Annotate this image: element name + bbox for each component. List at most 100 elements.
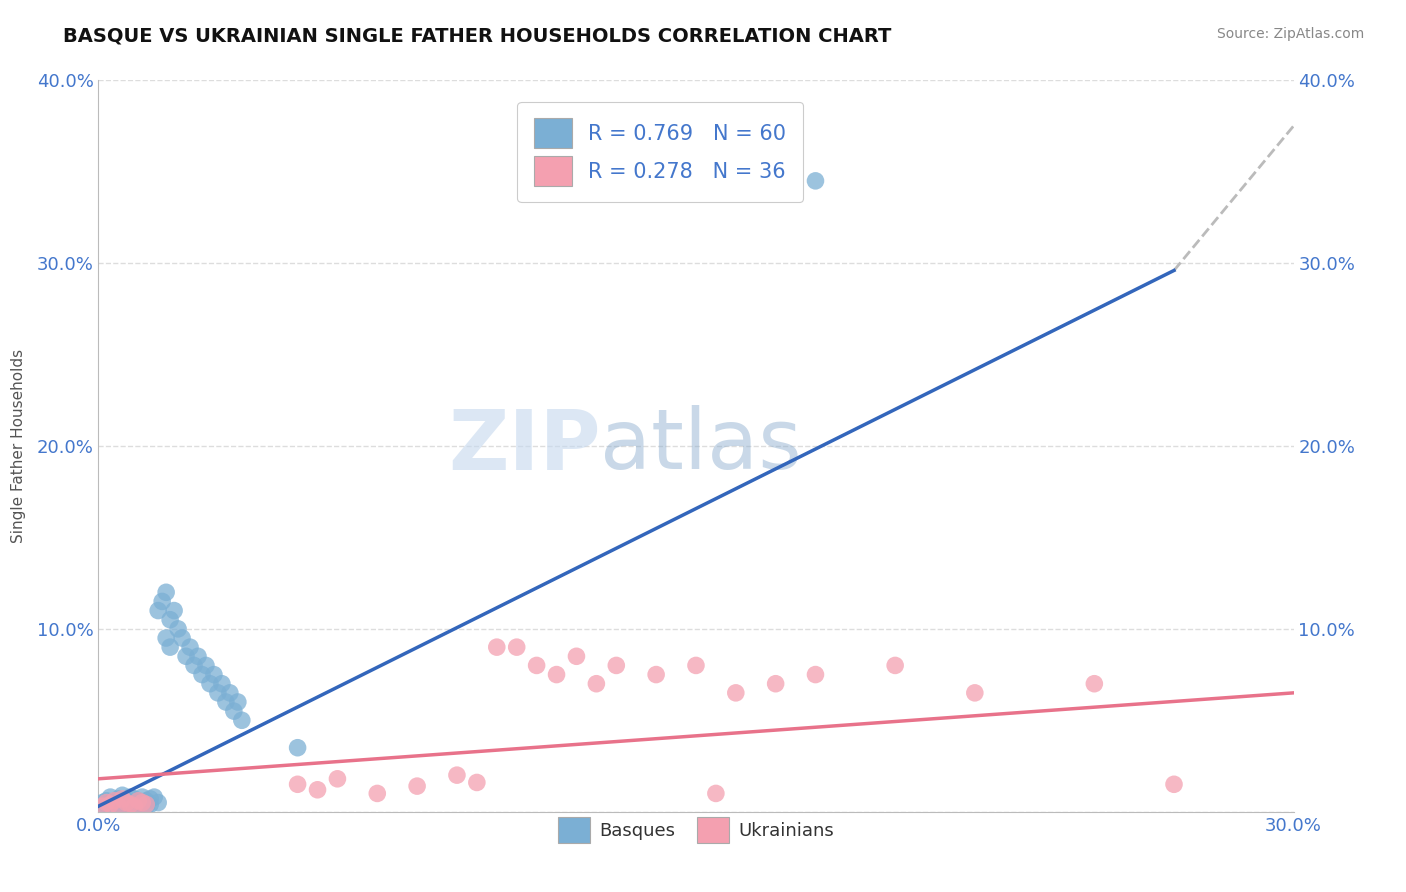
Point [215, 695, 238, 709]
Point [120, 790, 142, 805]
Point [135, 799, 157, 814]
Point [546, 667, 568, 681]
Point [155, 585, 177, 599]
Point [124, 792, 146, 806]
Point [804, 174, 827, 188]
Y-axis label: Single Father Households: Single Father Households [11, 349, 25, 543]
Point [645, 667, 668, 681]
Point [159, 613, 181, 627]
Point [111, 789, 134, 803]
Point [307, 782, 329, 797]
Point [1163, 777, 1185, 791]
Point [115, 796, 138, 810]
Text: ZIP: ZIP [449, 406, 600, 486]
Point [287, 740, 309, 755]
Text: atlas: atlas [600, 406, 801, 486]
Point [107, 801, 129, 815]
Point [148, 796, 170, 810]
Point [287, 777, 309, 791]
Point [765, 676, 787, 690]
Point [222, 704, 245, 718]
Point [91, 796, 114, 810]
Point [98, 797, 122, 812]
Point [485, 640, 508, 655]
Point [107, 792, 129, 806]
Point [219, 686, 242, 700]
Point [107, 797, 129, 812]
Point [143, 790, 166, 805]
Point [163, 603, 186, 617]
Text: Source: ZipAtlas.com: Source: ZipAtlas.com [1216, 27, 1364, 41]
Point [207, 686, 229, 700]
Point [155, 631, 177, 645]
Point [98, 801, 122, 815]
Point [226, 695, 249, 709]
Point [124, 799, 146, 814]
Point [135, 794, 157, 808]
Point [150, 594, 173, 608]
Point [183, 658, 205, 673]
Point [148, 603, 170, 617]
Point [406, 779, 429, 793]
Point [98, 790, 122, 805]
Point [446, 768, 468, 782]
Point [231, 714, 253, 728]
Point [465, 775, 488, 789]
Point [91, 799, 114, 814]
Point [804, 667, 827, 681]
Point [159, 640, 181, 655]
Point [605, 658, 627, 673]
Point [127, 794, 149, 808]
Point [685, 658, 707, 673]
Point [111, 799, 134, 814]
Point [96, 799, 118, 814]
Point [211, 676, 233, 690]
Point [191, 667, 214, 681]
Point [724, 686, 747, 700]
Point [139, 797, 162, 812]
Point [124, 799, 146, 814]
Point [195, 658, 218, 673]
Point [111, 796, 134, 810]
Point [91, 801, 114, 815]
Point [884, 658, 907, 673]
Point [187, 649, 209, 664]
Point [131, 790, 153, 805]
Point [174, 649, 197, 664]
Point [103, 794, 125, 808]
Point [179, 640, 201, 655]
Point [131, 796, 153, 810]
Point [704, 787, 727, 801]
Point [127, 794, 149, 808]
Legend: Basques, Ukrainians: Basques, Ukrainians [551, 810, 841, 850]
Point [115, 794, 138, 808]
Point [565, 649, 588, 664]
Point [585, 676, 607, 690]
Point [135, 797, 157, 812]
Point [1083, 676, 1105, 690]
Point [202, 667, 225, 681]
Point [167, 622, 190, 636]
Point [103, 796, 125, 810]
Point [103, 799, 125, 814]
Point [98, 797, 122, 812]
Text: BASQUE VS UKRAINIAN SINGLE FATHER HOUSEHOLDS CORRELATION CHART: BASQUE VS UKRAINIAN SINGLE FATHER HOUSEH… [63, 27, 891, 45]
Point [115, 797, 138, 812]
Point [120, 797, 142, 812]
Point [131, 796, 153, 810]
Point [326, 772, 349, 786]
Point [526, 658, 548, 673]
Point [139, 792, 162, 806]
Point [506, 640, 529, 655]
Point [96, 796, 118, 810]
Point [127, 799, 149, 814]
Point [107, 799, 129, 814]
Point [96, 794, 118, 808]
Point [198, 676, 221, 690]
Point [103, 801, 125, 815]
Point [172, 631, 194, 645]
Point [963, 686, 986, 700]
Point [111, 792, 134, 806]
Point [115, 801, 138, 815]
Point [124, 797, 146, 812]
